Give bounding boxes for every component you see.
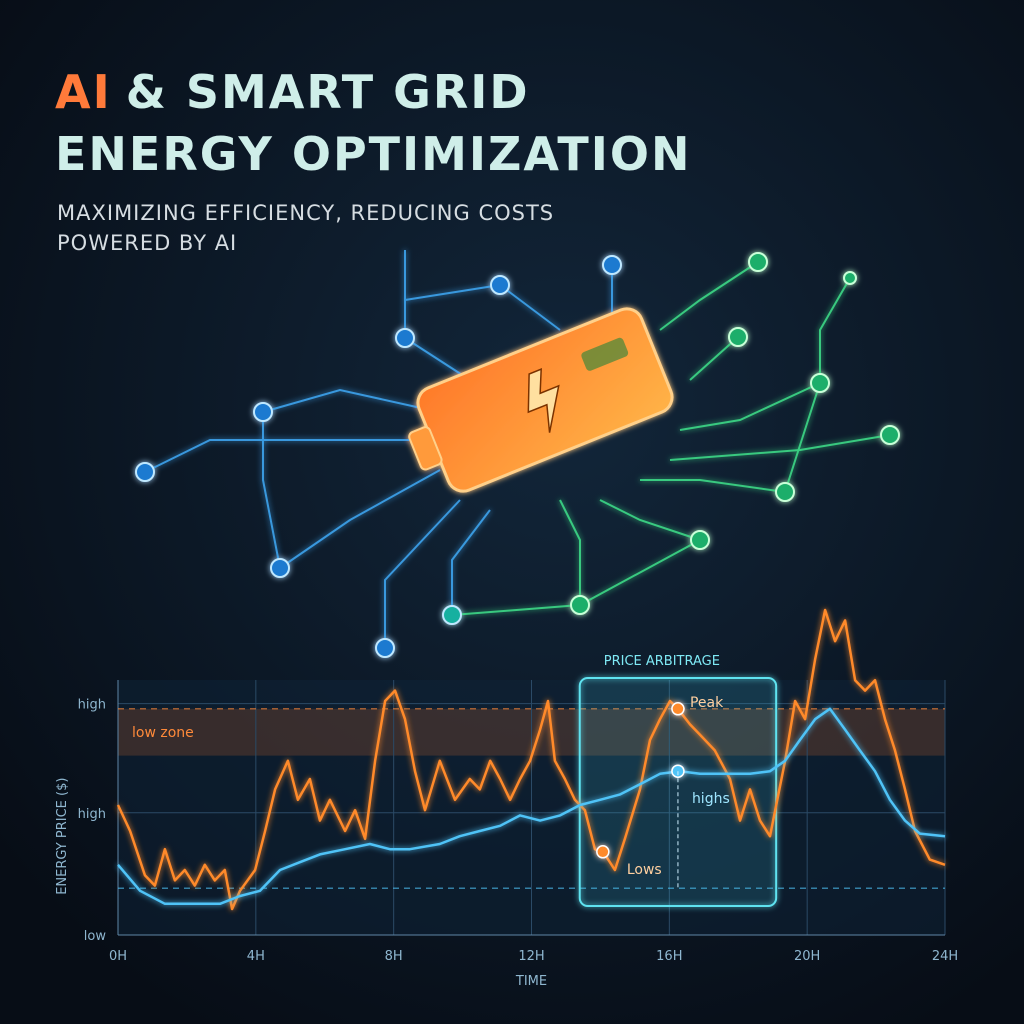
y-axis-label: ENERGY PRICE ($)	[55, 778, 70, 895]
battery-terminal	[408, 426, 443, 471]
annotation-point	[671, 702, 685, 716]
title-line-1: AI & SMART GRID	[55, 65, 530, 119]
subtitle-line-2: POWERED BY AI	[57, 231, 237, 255]
y-tick-label: high	[78, 807, 106, 822]
price-chart: low zone 0H 4H 8H 12H 16H 20H 24H low high high TIM…	[55, 608, 958, 989]
lightning-icon	[527, 368, 560, 433]
circuit-illustration	[135, 250, 900, 658]
x-tick-label: 16H	[656, 949, 682, 964]
annotation-label: Lows	[627, 862, 662, 878]
band-label: low zone	[132, 725, 194, 741]
title-accent: AI	[55, 65, 112, 119]
price-line	[116, 608, 946, 911]
annotation-point	[596, 845, 610, 859]
y-tick-label: high	[78, 698, 106, 713]
price-line	[117, 707, 946, 906]
x-tick-label: 12H	[518, 949, 544, 964]
x-tick-label: 8H	[385, 949, 403, 964]
y-tick-label: low	[84, 929, 107, 944]
x-tick-label: 0H	[109, 949, 127, 964]
subtitle-line-1: MAXIMIZING EFFICIENCY, REDUCING COSTS	[57, 201, 554, 225]
annotation-label: Peak	[690, 695, 724, 711]
x-tick-label: 24H	[932, 949, 958, 964]
arbitrage-window	[578, 677, 778, 907]
window-label: PRICE ARBITRAGE	[604, 654, 720, 669]
charge-level	[581, 337, 629, 371]
title-line-2: ENERGY OPTIMIZATION	[55, 127, 692, 181]
x-axis-label: TIME	[515, 974, 547, 989]
annotation-label: highs	[692, 791, 730, 807]
x-tick-label: 20H	[794, 949, 820, 964]
x-tick-label: 4H	[247, 949, 265, 964]
title-rest: & SMART GRID	[126, 65, 530, 119]
